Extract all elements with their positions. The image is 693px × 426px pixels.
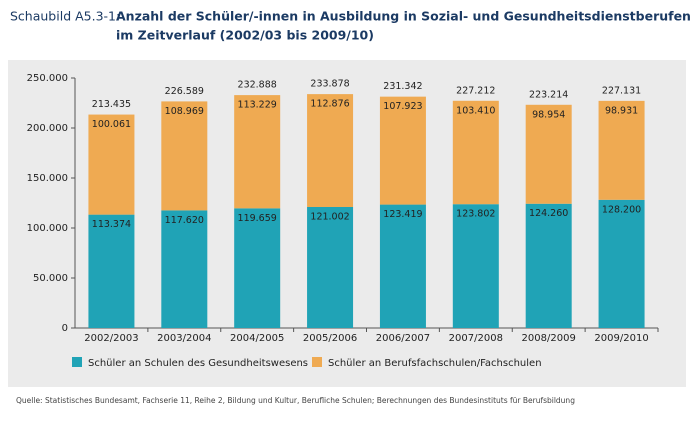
value-label: 113.374 xyxy=(92,219,131,230)
value-label: 98.931 xyxy=(605,105,638,116)
y-tick-label: 0 xyxy=(62,323,68,334)
legend-swatch xyxy=(312,357,322,367)
total-label: 232.888 xyxy=(238,80,277,91)
value-label: 119.659 xyxy=(238,213,277,224)
value-label: 117.620 xyxy=(165,215,204,226)
bar-segment xyxy=(525,104,572,204)
total-label: 213.435 xyxy=(92,99,131,110)
value-label: 123.419 xyxy=(383,209,422,220)
value-label: 100.061 xyxy=(92,119,131,130)
total-label: 233.878 xyxy=(310,79,349,90)
value-label: 108.969 xyxy=(165,106,204,117)
bar-segment xyxy=(379,96,426,205)
total-label: 227.212 xyxy=(456,85,495,96)
bar-segment xyxy=(525,203,572,328)
y-tick-label: 200.000 xyxy=(27,123,68,134)
value-label: 103.410 xyxy=(456,105,495,116)
value-label: 128.200 xyxy=(602,204,641,215)
chart-title: im Zeitverlauf (2002/03 bis 2009/10) xyxy=(116,28,374,43)
x-tick-label: 2008/2009 xyxy=(522,333,576,344)
bar-segment xyxy=(88,214,135,328)
total-label: 231.342 xyxy=(383,81,422,92)
value-label: 121.002 xyxy=(310,211,349,222)
total-label: 226.589 xyxy=(165,86,204,97)
bar-segment xyxy=(307,94,354,207)
y-tick-label: 150.000 xyxy=(27,173,68,184)
value-label: 112.876 xyxy=(310,99,349,110)
y-tick-label: 250.000 xyxy=(27,73,68,84)
bar-segment xyxy=(598,100,645,200)
y-tick-label: 50.000 xyxy=(33,273,68,284)
value-label: 124.260 xyxy=(529,208,568,219)
legend-label: Schüler an Berufsfachschulen/Fachschulen xyxy=(328,358,542,369)
total-label: 227.131 xyxy=(602,85,641,96)
x-tick-label: 2009/2010 xyxy=(594,333,648,344)
figure-label: Schaubild A5.3-1: xyxy=(10,9,120,24)
value-label: 113.229 xyxy=(238,100,277,111)
x-tick-label: 2005/2006 xyxy=(303,333,357,344)
x-tick-label: 2007/2008 xyxy=(449,333,503,344)
legend-label: Schüler an Schulen des Gesundheitswesens xyxy=(88,358,308,369)
total-label: 223.214 xyxy=(529,89,568,100)
x-tick-label: 2006/2007 xyxy=(376,333,430,344)
bar-segment xyxy=(307,206,354,328)
legend-swatch xyxy=(72,357,82,367)
bar-segment xyxy=(161,101,208,211)
y-tick-label: 100.000 xyxy=(27,223,68,234)
value-label: 123.802 xyxy=(456,209,495,220)
bar-segment xyxy=(88,114,135,215)
bar-segment xyxy=(234,208,281,328)
x-tick-label: 2004/2005 xyxy=(230,333,284,344)
bar-segment xyxy=(452,100,499,205)
value-label: 107.923 xyxy=(383,101,422,112)
bar-segment xyxy=(379,204,426,328)
x-tick-label: 2003/2004 xyxy=(157,333,211,344)
x-tick-label: 2002/2003 xyxy=(84,333,138,344)
bar-segment xyxy=(161,210,208,328)
chart-title: Anzahl der Schüler/-innen in Ausbildung … xyxy=(116,9,691,24)
bar-segment xyxy=(234,95,281,209)
source-note: Quelle: Statistisches Bundesamt, Fachser… xyxy=(16,396,575,405)
bar-segment xyxy=(452,204,499,328)
bar-segment xyxy=(598,199,645,328)
value-label: 98.954 xyxy=(532,109,565,120)
